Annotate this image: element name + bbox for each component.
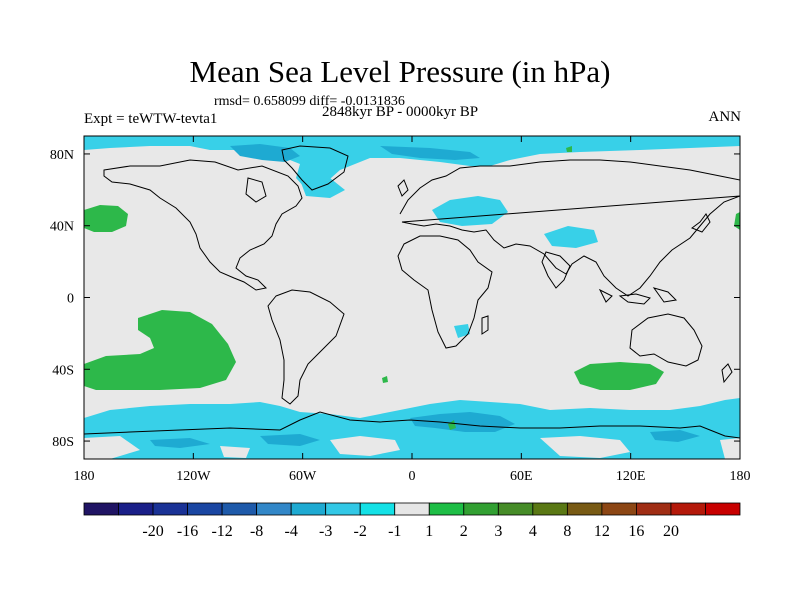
colorbar-swatch: [221, 502, 258, 516]
colorbar-label: -2: [354, 523, 367, 540]
anomaly-small-1: [382, 376, 388, 383]
colorbar-label: -12: [211, 523, 232, 540]
coastlines: [84, 145, 740, 439]
anomaly-small-3: [448, 420, 456, 430]
colorbar-label: 8: [563, 523, 571, 540]
lat-tick-label: 80N: [50, 148, 74, 163]
colorbar-swatch: [325, 502, 361, 516]
lon-tick-label: 120E: [616, 469, 646, 484]
coast-south-america: [267, 289, 345, 405]
negative-anomalies: [84, 136, 740, 459]
colorbar: -20 -16 -12 -8 -4 -3 -2 -1 1 2 3 4 8 12 16 20: [83, 502, 741, 540]
colorbar-swatch: [532, 502, 568, 516]
colorbar-label: 12: [594, 523, 610, 540]
season-label: ANN: [708, 109, 742, 125]
colorbar-label: 20: [663, 523, 679, 540]
lon-tick-label: 60E: [510, 469, 533, 484]
lon-tick-label: 180: [74, 469, 95, 484]
coast-north-america: [103, 159, 303, 291]
colorbar-label: -1: [388, 523, 401, 540]
colorbar-label: -8: [250, 523, 263, 540]
anomaly-s-atlantic-east: [454, 324, 470, 338]
colorbar-swatch: [428, 502, 465, 516]
lon-tick-label: 120W: [176, 469, 211, 484]
colorbar-label: -3: [319, 523, 332, 540]
colorbar-swatch: [359, 502, 396, 516]
anomaly-indian-ocean: [574, 362, 664, 390]
coast-australia: [629, 313, 703, 367]
lon-tick-label: 180: [730, 469, 751, 484]
colorbar-swatch: [290, 502, 327, 516]
colorbar-label: 16: [628, 523, 644, 540]
lat-tick-label: 0: [67, 292, 74, 307]
anomaly-layer: [84, 136, 740, 459]
colorbar-swatch: [601, 502, 637, 516]
positive-anomalies: [84, 146, 740, 430]
lon-tick-label: 60W: [289, 469, 317, 484]
map-axes: 180 120W 60W 0 60E 120E 180 80N 40N 0 40S 80S: [50, 136, 751, 484]
anomaly-small-2: [566, 146, 572, 152]
colorbar-swatch: [394, 502, 430, 516]
colorbar-label: -4: [284, 523, 297, 540]
colorbar-swatch: [497, 502, 534, 516]
coast-india: [541, 251, 571, 289]
coast-hudson-bay: [245, 177, 267, 203]
coast-antarctica: [84, 411, 740, 439]
coast-japan: [690, 213, 711, 233]
colorbar-swatch: [705, 502, 741, 516]
colorbar-swatch: [670, 502, 706, 516]
anomaly-southern-ocean-gaps: [84, 436, 740, 459]
colorbar-swatch: [118, 502, 154, 516]
anomaly-southern-ocean-dark: [150, 412, 700, 448]
coast-greenland: [281, 145, 349, 191]
anomaly-south-pacific: [84, 310, 236, 390]
colorbar-swatch: [636, 502, 672, 516]
rmsd-diff-stats: rmsd= 0.658099 diff= -0.0131836: [214, 94, 405, 109]
anomaly-north-pacific: [84, 205, 128, 232]
coast-uk: [397, 179, 409, 197]
lat-tick-label: 40S: [52, 363, 74, 378]
colorbar-swatch: [152, 502, 188, 516]
colorbar-swatch: [256, 502, 292, 516]
colorbar-swatch: [83, 502, 119, 516]
colorbar-label: 3: [494, 523, 502, 540]
colorbar-swatch: [566, 502, 603, 516]
colorbar-label: 4: [529, 523, 537, 540]
colorbar-label: 2: [460, 523, 468, 540]
lon-tick-label: 0: [409, 469, 416, 484]
coast-africa: [397, 235, 493, 349]
colorbar-swatch: [187, 502, 223, 516]
anomaly-greenland-coast: [300, 178, 345, 198]
anomaly-arctic-dark: [230, 144, 480, 162]
colorbar-label: -16: [177, 523, 198, 540]
colorbar-label: 1: [425, 523, 433, 540]
coast-eurasia: [399, 159, 740, 297]
period-label: 2848kyr BP - 0000kyr BP: [322, 104, 479, 120]
colorbar-label: -20: [142, 523, 163, 540]
lat-tick-label: 40N: [50, 220, 74, 235]
experiment-label: Expt = teWTW-tevta1: [84, 111, 218, 127]
coast-madagascar: [481, 315, 489, 335]
coast-se-asia-islands: [598, 287, 678, 305]
map-title: Mean Sea Level Pressure (in hPa): [189, 54, 611, 89]
colorbar-swatch: [463, 502, 499, 516]
anomaly-central-asia: [544, 226, 598, 248]
coast-new-zealand: [721, 363, 733, 384]
lat-tick-label: 80S: [52, 435, 74, 450]
